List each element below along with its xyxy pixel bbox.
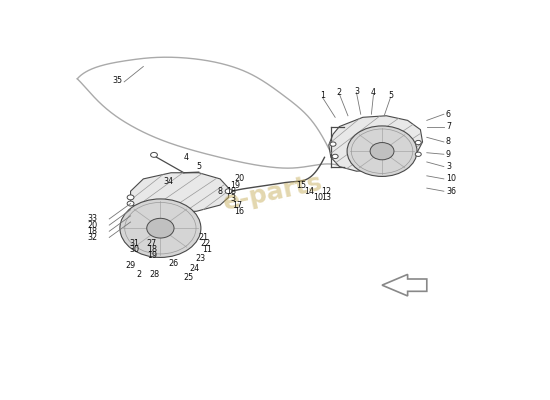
Text: 18: 18 (87, 227, 97, 236)
Text: 19: 19 (147, 252, 157, 260)
Text: 13: 13 (322, 193, 332, 202)
Text: 2: 2 (337, 88, 342, 97)
Text: 12: 12 (322, 187, 332, 196)
Text: 27: 27 (147, 239, 157, 248)
Text: 4: 4 (184, 153, 189, 162)
Circle shape (415, 140, 421, 145)
Text: 10: 10 (313, 193, 323, 202)
Text: 1: 1 (320, 91, 325, 100)
Text: 4: 4 (371, 88, 376, 97)
Circle shape (127, 201, 134, 206)
Circle shape (415, 152, 421, 156)
Polygon shape (329, 116, 422, 171)
Text: 24: 24 (189, 264, 200, 273)
Polygon shape (130, 173, 229, 213)
Circle shape (330, 142, 336, 146)
Text: 16: 16 (234, 207, 244, 216)
Text: 35: 35 (113, 76, 123, 85)
Text: 2: 2 (136, 270, 142, 279)
Text: 33: 33 (87, 214, 97, 224)
Text: 8: 8 (446, 138, 451, 146)
Circle shape (332, 154, 338, 158)
Circle shape (147, 218, 174, 238)
Text: 3: 3 (230, 194, 235, 204)
Text: 20: 20 (234, 174, 244, 183)
Text: 11: 11 (202, 245, 212, 254)
Text: 3: 3 (354, 87, 359, 96)
Text: 26: 26 (168, 259, 178, 268)
Text: 14: 14 (305, 187, 315, 196)
Circle shape (120, 199, 201, 258)
Text: 28: 28 (149, 270, 159, 279)
Text: 36: 36 (446, 187, 456, 196)
Circle shape (347, 126, 417, 176)
Text: 32: 32 (87, 233, 97, 242)
Text: 21: 21 (198, 233, 208, 242)
Text: 25: 25 (183, 273, 193, 282)
Text: 19: 19 (230, 180, 240, 190)
Text: 17: 17 (232, 200, 242, 210)
Text: 3: 3 (446, 162, 451, 171)
Text: 5: 5 (388, 91, 393, 100)
Text: 9: 9 (446, 150, 451, 159)
Text: 18: 18 (226, 187, 236, 196)
Text: 31: 31 (130, 239, 140, 248)
Text: 7: 7 (446, 122, 451, 131)
Text: 6: 6 (446, 110, 451, 119)
Text: 34: 34 (164, 178, 174, 186)
Circle shape (127, 195, 134, 200)
Circle shape (370, 142, 394, 160)
Text: 15: 15 (296, 180, 306, 190)
Text: 29: 29 (125, 261, 136, 270)
Text: 8: 8 (218, 187, 223, 196)
Circle shape (151, 152, 157, 157)
Text: e-parts: e-parts (221, 170, 326, 215)
Circle shape (225, 189, 232, 194)
Text: 5: 5 (196, 162, 201, 171)
Text: 22: 22 (200, 239, 210, 248)
Text: 23: 23 (196, 254, 206, 264)
Text: 10: 10 (446, 174, 456, 183)
Text: 18: 18 (147, 245, 157, 254)
Text: 20: 20 (87, 221, 97, 230)
Text: 30: 30 (130, 245, 140, 254)
